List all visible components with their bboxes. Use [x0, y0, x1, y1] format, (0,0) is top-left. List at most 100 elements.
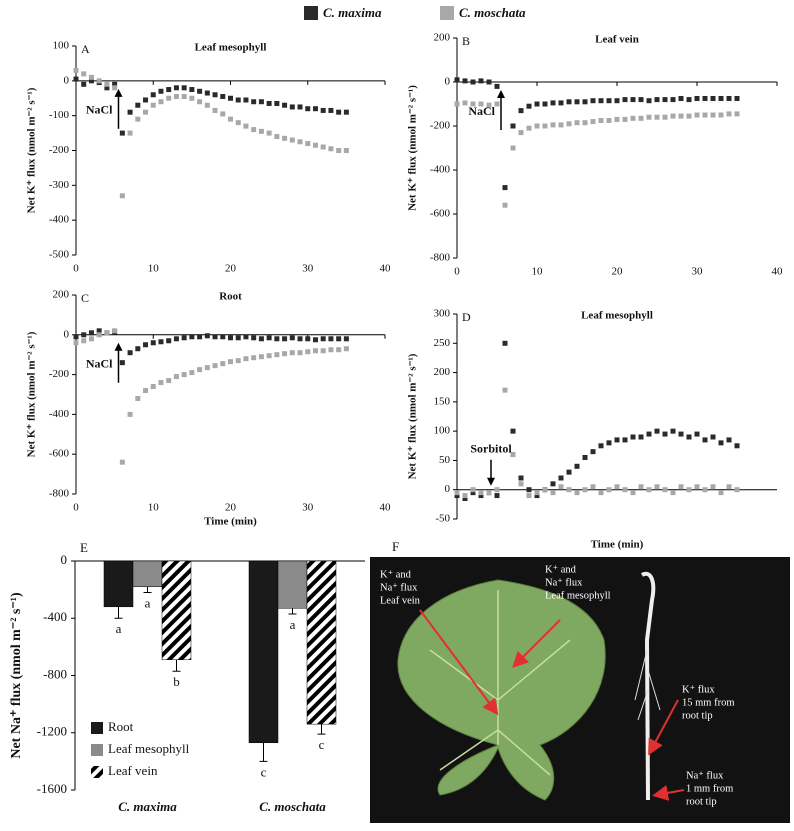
- data-point: [462, 496, 468, 501]
- x-tick-label: 10: [532, 266, 544, 278]
- data-point: [598, 443, 604, 449]
- data-point: [173, 85, 179, 91]
- data-point: [73, 76, 79, 82]
- y-axis-label: Net K⁺ flux (nmol m⁻² s⁻¹): [407, 85, 419, 211]
- data-point: [470, 101, 476, 107]
- data-point: [112, 85, 118, 91]
- data-point: [558, 484, 564, 490]
- data-point: [566, 121, 572, 127]
- y-tick-label: -200: [430, 120, 451, 132]
- data-point: [654, 114, 660, 120]
- data-point: [542, 101, 548, 107]
- legend-label: C. maxima: [323, 5, 382, 20]
- data-point: [282, 135, 288, 141]
- annotation-arrowhead: [497, 90, 505, 98]
- panel-letter: C: [81, 291, 89, 305]
- data-point: [81, 332, 87, 338]
- data-point: [470, 490, 476, 496]
- data-point: [112, 328, 118, 334]
- data-point: [614, 98, 620, 104]
- y-tick-label: -400: [43, 609, 67, 624]
- data-point: [670, 113, 676, 119]
- panel-letter: B: [462, 34, 470, 48]
- significance-letter: a: [116, 621, 122, 636]
- data-point: [662, 97, 668, 103]
- data-point: [494, 83, 500, 89]
- photo-panel: F K⁺ and Na⁺ flux Leaf vein K⁺ and Na⁺ flux L…: [370, 539, 790, 823]
- data-point: [734, 111, 740, 117]
- data-point: [646, 487, 652, 493]
- data-point: [518, 108, 524, 114]
- data-point: [582, 99, 588, 105]
- y-tick-label: 100: [434, 425, 451, 437]
- data-point: [73, 334, 79, 340]
- data-point: [734, 96, 740, 101]
- data-point: [502, 185, 508, 191]
- data-point: [243, 97, 249, 103]
- x-tick-label: 30: [692, 266, 704, 278]
- data-point: [112, 81, 118, 87]
- data-point: [454, 493, 460, 499]
- y-tick-label: 200: [434, 32, 451, 44]
- data-point: [734, 487, 740, 493]
- data-point: [73, 67, 79, 73]
- y-tick-label: -600: [430, 208, 451, 220]
- data-point: [235, 335, 241, 341]
- x-tick-label: 30: [302, 263, 314, 275]
- data-point: [189, 370, 195, 376]
- data-point: [305, 106, 311, 112]
- data-point: [243, 356, 249, 362]
- y-tick-label: -50: [435, 513, 450, 525]
- data-point: [550, 490, 556, 496]
- data-point: [158, 99, 164, 105]
- data-point: [518, 481, 524, 487]
- data-point: [251, 99, 257, 105]
- data-point: [670, 97, 676, 103]
- data-point: [582, 455, 588, 460]
- data-point: [135, 395, 141, 401]
- data-point: [336, 109, 342, 115]
- data-point: [220, 361, 226, 367]
- data-point: [478, 101, 484, 107]
- data-point: [622, 97, 628, 103]
- data-point: [158, 380, 164, 386]
- data-point: [88, 330, 94, 336]
- data-point: [204, 333, 210, 339]
- data-point: [550, 100, 556, 106]
- data-point: [166, 87, 172, 93]
- data-point: [646, 431, 652, 437]
- data-point: [526, 493, 532, 499]
- annotation: NaCl: [86, 103, 113, 117]
- data-point: [638, 115, 644, 121]
- y-tick-label: 0: [445, 76, 451, 88]
- data-point: [574, 99, 580, 105]
- seedling: [640, 571, 656, 801]
- data-point: [534, 490, 540, 496]
- data-point: [510, 145, 516, 151]
- data-point: [119, 360, 125, 366]
- x-tick-label: 20: [225, 502, 237, 514]
- data-point: [312, 348, 318, 354]
- data-point: [606, 440, 612, 446]
- data-point: [135, 102, 141, 108]
- data-point: [662, 114, 668, 120]
- panel-title: Root: [219, 291, 242, 303]
- legend-swatch: [304, 6, 318, 20]
- data-point: [510, 123, 516, 129]
- data-point: [343, 148, 349, 153]
- data-point: [590, 449, 596, 455]
- data-point: [686, 113, 692, 119]
- data-point: [274, 100, 280, 106]
- data-point: [258, 128, 264, 134]
- data-point: [470, 79, 476, 85]
- data-point: [462, 493, 468, 499]
- data-point: [96, 328, 102, 334]
- data-point: [710, 484, 716, 490]
- y-tick-label: -400: [49, 214, 70, 226]
- significance-letter: a: [145, 595, 151, 610]
- data-point: [197, 99, 203, 105]
- significance-letter: b: [173, 674, 180, 689]
- data-point: [694, 431, 700, 437]
- x-tick-label: 30: [302, 502, 314, 514]
- data-point: [566, 487, 572, 493]
